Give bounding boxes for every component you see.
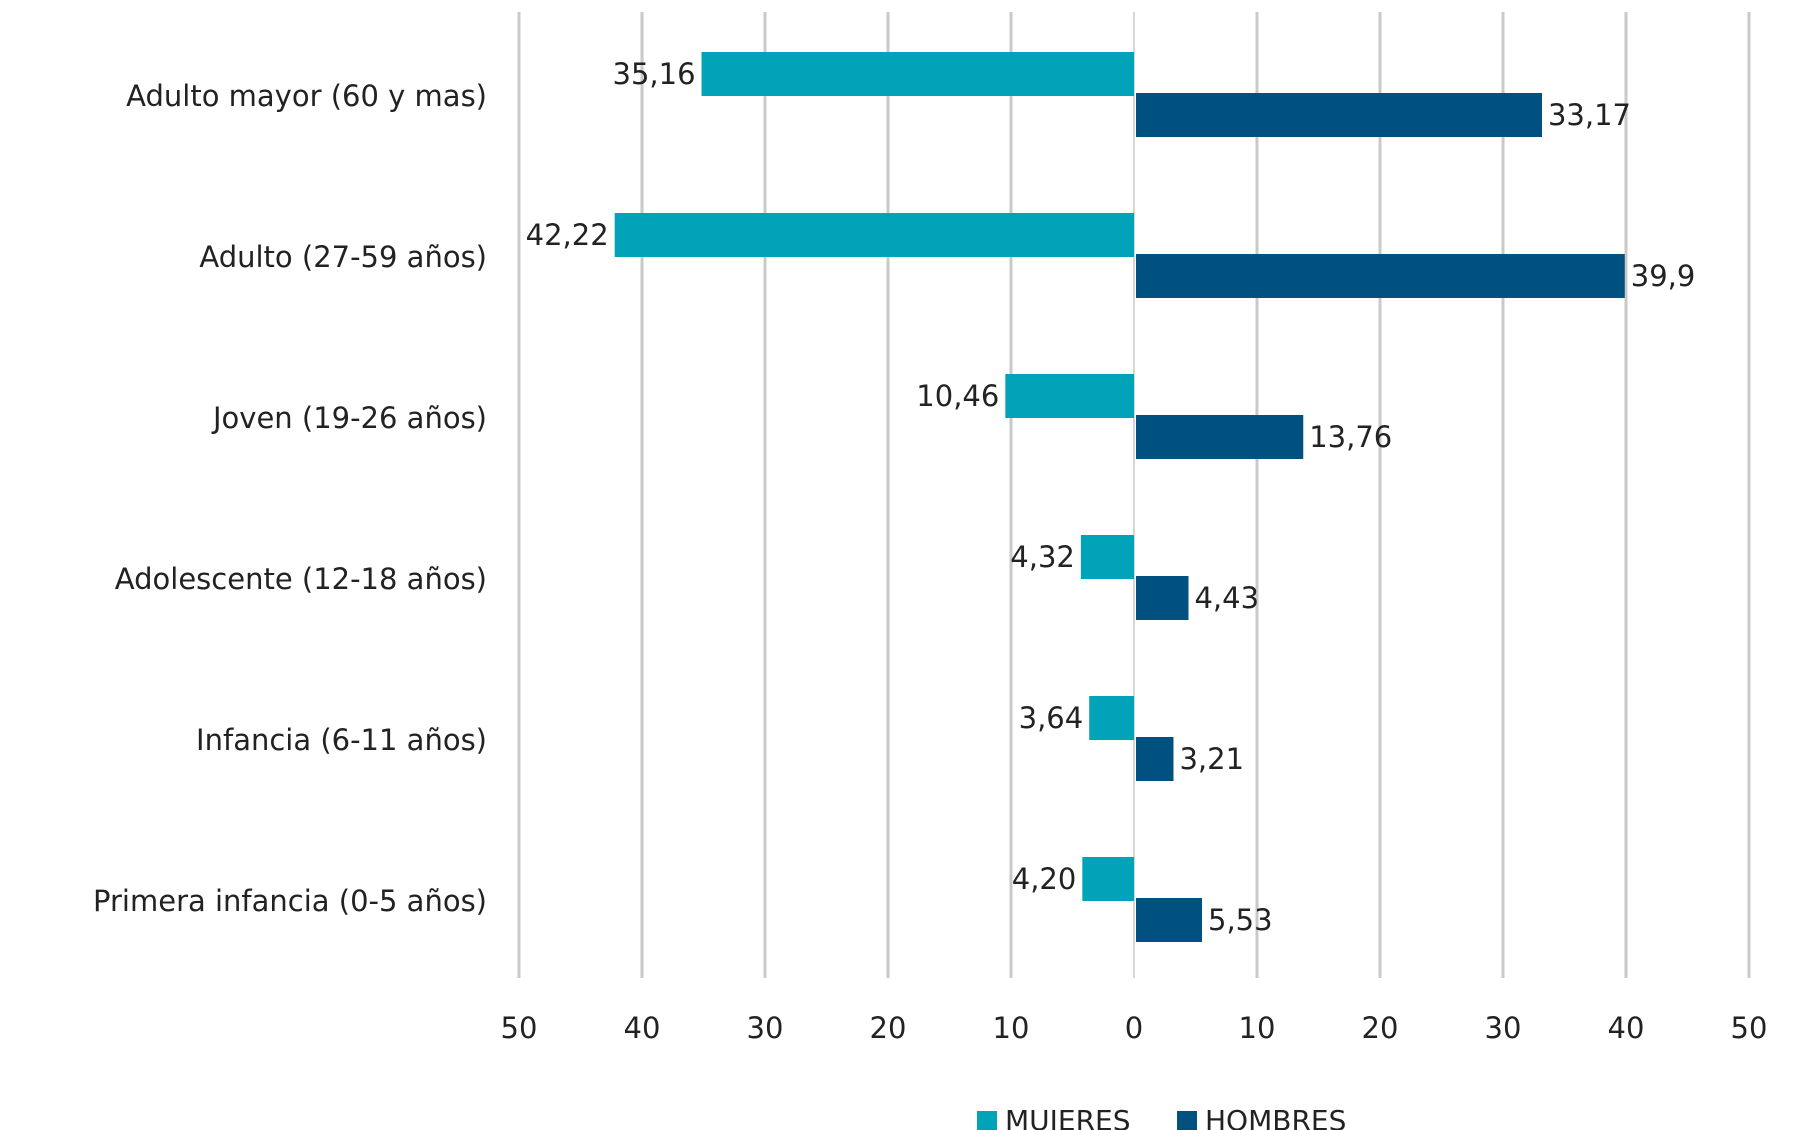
legend-swatch-mujeres [977,1111,997,1130]
category-label-1: Adulto (27-59 años) [199,240,487,274]
bar-mujeres-0 [701,52,1134,96]
data-label-mujeres-2: 10,46 [916,379,999,413]
category-label-2: Joven (19-26 años) [211,401,487,435]
bar-hombres-2 [1136,415,1304,459]
legend-label-hombres: HOMBRES [1205,1104,1346,1130]
x-tick-label-7: 20 [1362,1011,1399,1045]
bar-hombres-4 [1136,737,1174,781]
data-label-hombres-4: 3,21 [1179,742,1244,776]
category-labels: Adulto mayor (60 y mas) Adulto (27-59 año… [93,79,487,918]
x-tick-label-4: 10 [993,1011,1030,1045]
bar-mujeres-2 [1005,374,1134,418]
x-tick-label-5: 0 [1125,1011,1143,1045]
bar-mujeres-5 [1082,857,1134,901]
bar-mujeres-4 [1089,696,1134,740]
data-label-mujeres-5: 4,20 [1012,862,1077,896]
x-tick-label-1: 40 [624,1011,661,1045]
bar-mujeres-1 [614,213,1134,257]
x-tick-label-6: 10 [1239,1011,1276,1045]
data-label-hombres-0: 33,17 [1548,98,1631,132]
data-label-mujeres-0: 35,16 [613,57,696,91]
bar-mujeres-3 [1080,535,1134,579]
bar-hombres-0 [1136,93,1542,137]
data-label-hombres-3: 4,43 [1194,581,1259,615]
legend: MUJERES HOMBRES [977,1104,1346,1130]
x-tick-label-10: 50 [1731,1011,1768,1045]
x-tick-label-8: 30 [1485,1011,1522,1045]
bars [614,52,1625,942]
bar-hombres-5 [1136,898,1203,942]
legend-swatch-hombres [1177,1111,1197,1130]
gridlines [517,12,1751,978]
data-label-mujeres-1: 42,22 [526,218,609,252]
x-tick-label-2: 30 [747,1011,784,1045]
x-tick-label-9: 40 [1608,1011,1645,1045]
data-label-hombres-1: 39,9 [1631,259,1696,293]
category-label-3: Adolescente (12-18 años) [115,562,487,596]
data-label-mujeres-4: 3,64 [1019,701,1084,735]
x-tick-label-0: 50 [501,1011,538,1045]
category-label-5: Primera infancia (0-5 años) [93,884,487,918]
data-labels: 35,16 33,17 42,22 39,9 10,46 13,76 4,32 4,43 3,6… [526,57,1696,937]
x-axis-ticks: 50 40 30 20 10 0 10 20 30 40 50 [501,1011,1768,1045]
bar-hombres-3 [1136,576,1189,620]
data-label-mujeres-3: 4,32 [1010,540,1075,574]
data-label-hombres-5: 5,53 [1208,903,1273,937]
category-label-4: Infancia (6-11 años) [196,723,487,757]
legend-label-mujeres: MUJERES [1005,1104,1131,1130]
x-tick-label-3: 20 [870,1011,907,1045]
data-label-hombres-2: 13,76 [1309,420,1392,454]
bar-hombres-1 [1136,254,1625,298]
category-label-0: Adulto mayor (60 y mas) [126,79,487,113]
